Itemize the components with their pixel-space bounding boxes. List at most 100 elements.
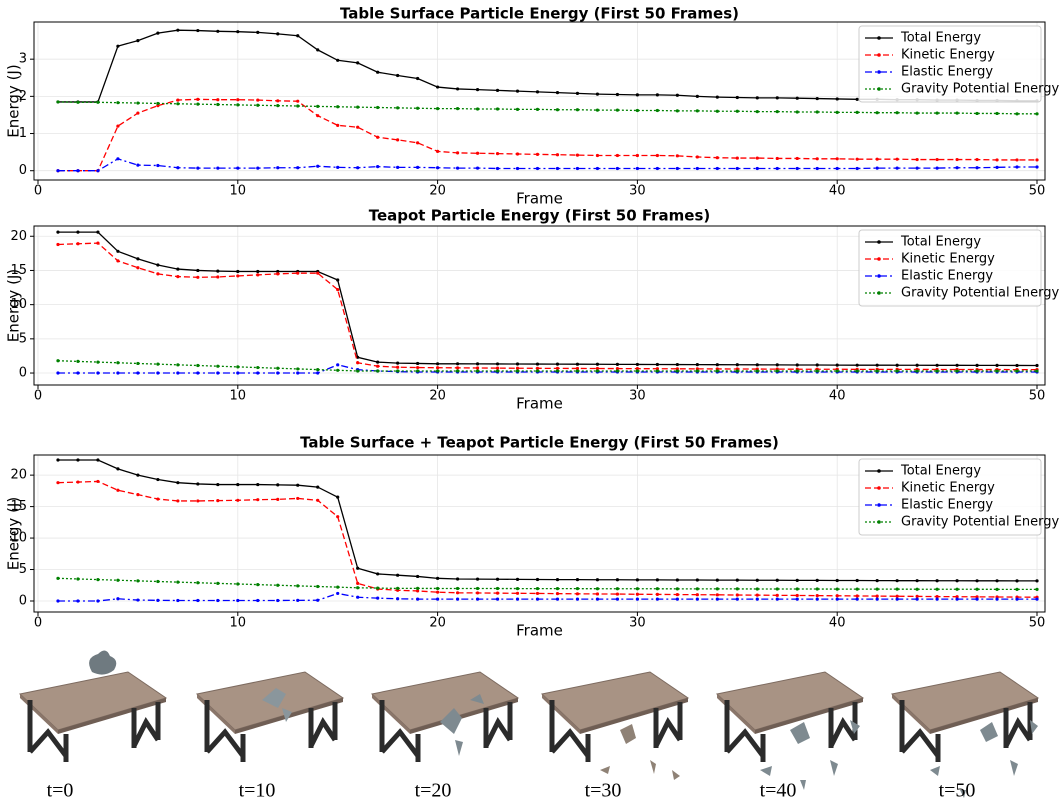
point [636, 154, 639, 157]
point [316, 105, 319, 108]
x-tick-label: 30 [629, 616, 646, 631]
point [316, 599, 319, 602]
y-tick-label: 0 [19, 366, 27, 381]
point [1035, 158, 1038, 161]
legend-marker [877, 503, 881, 507]
point [736, 167, 739, 170]
point [216, 499, 219, 502]
point [995, 588, 998, 591]
point [916, 369, 919, 372]
point [676, 109, 679, 112]
point [516, 598, 519, 601]
point [256, 273, 259, 276]
point [816, 157, 819, 160]
point [656, 578, 659, 581]
point [936, 369, 939, 372]
point [316, 499, 319, 502]
point [436, 85, 439, 88]
point [1015, 598, 1018, 601]
point [196, 599, 199, 602]
point [516, 369, 519, 372]
point [936, 598, 939, 601]
point [756, 579, 759, 582]
point [776, 167, 779, 170]
point [955, 166, 958, 169]
point [556, 153, 559, 156]
point [995, 158, 998, 161]
fragments [600, 724, 680, 780]
point [616, 363, 619, 366]
point [76, 458, 79, 461]
point [236, 270, 239, 273]
point [96, 458, 99, 461]
point [596, 154, 599, 157]
point [776, 110, 779, 113]
point [396, 138, 399, 141]
point [916, 588, 919, 591]
point [736, 593, 739, 596]
point [436, 166, 439, 169]
point [156, 263, 159, 266]
point [356, 361, 359, 364]
point [176, 481, 179, 484]
point [636, 167, 639, 170]
point [136, 579, 139, 582]
point [916, 167, 919, 170]
point [96, 241, 99, 244]
legend-marker [877, 87, 881, 91]
x-tick-label: 10 [230, 184, 247, 199]
point [936, 158, 939, 161]
point [56, 231, 59, 234]
point [56, 243, 59, 246]
point [196, 29, 199, 32]
legend-label: Kinetic Energy [901, 252, 995, 267]
point [96, 371, 99, 374]
point [836, 598, 839, 601]
point [76, 231, 79, 234]
point [776, 594, 779, 597]
point [496, 107, 499, 110]
point [116, 597, 119, 600]
point [556, 167, 559, 170]
point [496, 362, 499, 365]
series-line [58, 593, 1037, 601]
point [1035, 588, 1038, 591]
point [556, 91, 559, 94]
point [356, 586, 359, 589]
point [676, 598, 679, 601]
point [896, 369, 899, 372]
point [316, 114, 319, 117]
point [396, 369, 399, 372]
point [56, 577, 59, 580]
point [676, 167, 679, 170]
point [856, 167, 859, 170]
point [396, 362, 399, 365]
point [856, 111, 859, 114]
x-tick-label: 20 [429, 616, 446, 631]
point [336, 369, 339, 372]
legend-marker [877, 36, 881, 40]
point [656, 109, 659, 112]
point [816, 579, 819, 582]
point [676, 369, 679, 372]
point [476, 107, 479, 110]
point [876, 364, 879, 367]
point [836, 97, 839, 100]
point [216, 275, 219, 278]
point [876, 588, 879, 591]
snapshot-caption: t=0 [47, 780, 74, 802]
point [736, 587, 739, 590]
point [696, 109, 699, 112]
point [576, 598, 579, 601]
point [116, 45, 119, 48]
point [196, 499, 199, 502]
point [236, 103, 239, 106]
point [896, 364, 899, 367]
point [336, 288, 339, 291]
point [975, 588, 978, 591]
point [476, 152, 479, 155]
point [436, 366, 439, 369]
point [836, 111, 839, 114]
point [276, 483, 279, 486]
point [1015, 369, 1018, 372]
